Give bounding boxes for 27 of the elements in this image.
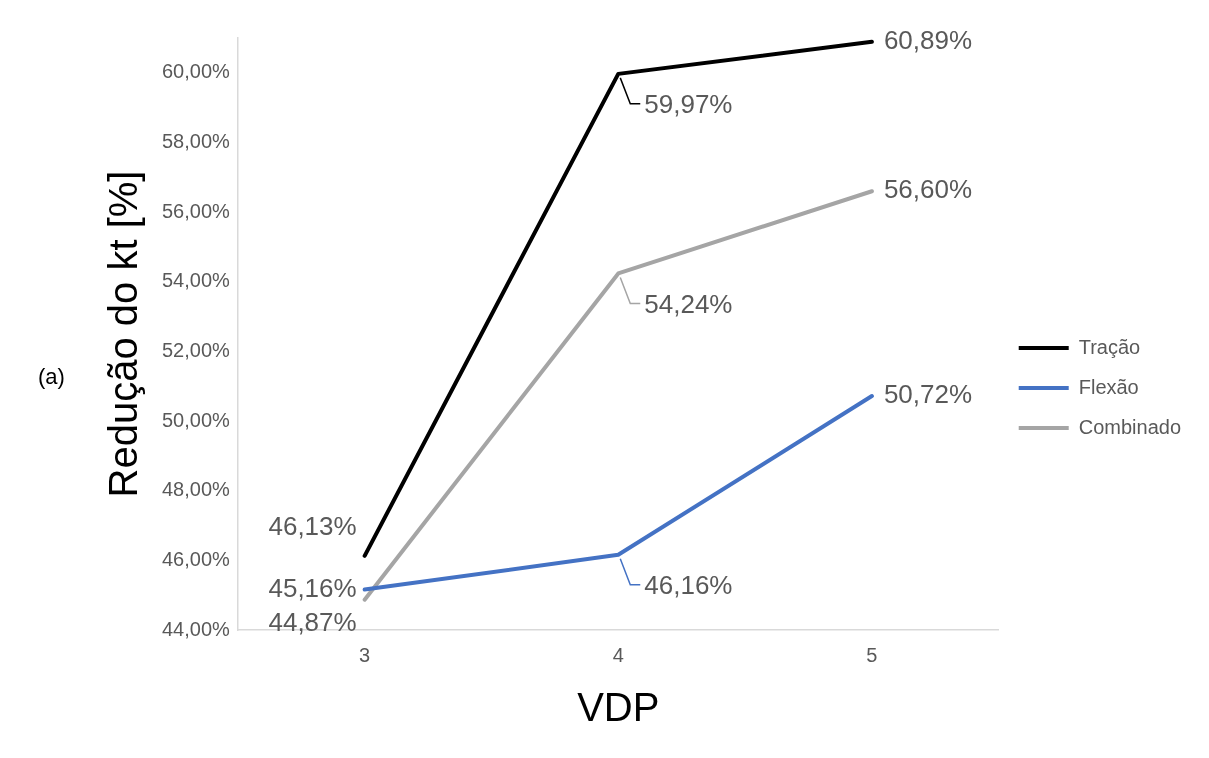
y-tick-label: 52,00%	[161, 338, 231, 361]
y-tick-label: 50,00%	[161, 408, 231, 431]
data-label: 56,60%	[883, 174, 973, 205]
data-label: 54,24%	[644, 288, 733, 319]
data-label: 60,89%	[883, 25, 973, 55]
legend-label: Tração	[1078, 335, 1141, 358]
x-tick-label: 4	[612, 643, 624, 666]
legend-label: Combinado	[1078, 415, 1182, 438]
y-tick-label: 60,00%	[161, 60, 231, 83]
x-tick-label: 3	[359, 643, 371, 666]
y-tick-label: 48,00%	[161, 478, 231, 501]
legend-label: Flexão	[1078, 375, 1139, 398]
data-label: 46,16%	[644, 569, 733, 600]
y-tick-label: 54,00%	[161, 269, 231, 292]
data-label: 46,13%	[268, 511, 357, 541]
y-tick-label: 46,00%	[161, 547, 231, 570]
data-label: 59,97%	[644, 89, 733, 120]
data-label: 44,87%	[268, 606, 357, 637]
y-tick-label: 44,00%	[161, 617, 231, 640]
x-tick-label: 5	[866, 643, 878, 666]
x-axis-title: VDP	[577, 685, 660, 730]
y-axis-title: Redução do kt [%]	[101, 170, 146, 498]
text: (a)	[38, 364, 65, 390]
y-tick-label: 56,00%	[161, 199, 231, 222]
y-tick-label: 58,00%	[161, 129, 231, 152]
data-label: 50,72%	[883, 379, 973, 410]
data-label: 45,16%	[268, 572, 357, 603]
